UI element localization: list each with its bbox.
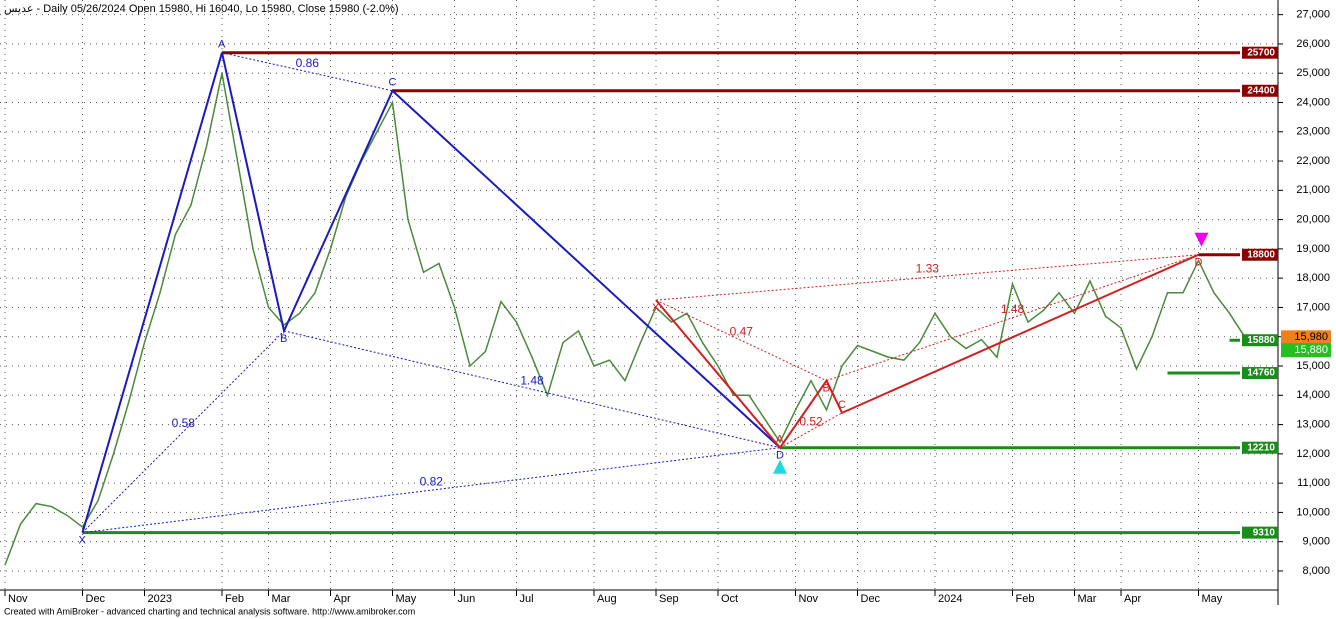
pattern-point-label: C — [838, 399, 846, 411]
level-label: 25700 — [1247, 47, 1275, 58]
x-tick-label: Mar — [1078, 593, 1097, 605]
ratio-line — [655, 299, 827, 382]
x-tick-label: Aug — [597, 593, 617, 605]
y-tick-label: 21,000 — [1296, 184, 1330, 196]
y-tick-label: 27,000 — [1296, 9, 1330, 21]
level-tag — [1242, 248, 1278, 261]
pattern-line — [81, 52, 781, 533]
x-tick-label: Oct — [721, 593, 738, 605]
x-tick-label: Apr — [334, 593, 351, 605]
level-tag — [1242, 84, 1278, 97]
ratio-label: 1.33 — [916, 262, 940, 276]
ratio-line — [826, 254, 1199, 382]
x-tick-label: Feb — [225, 593, 244, 605]
level-label: 15880 — [1247, 335, 1275, 346]
ratio-label: 0.52 — [799, 414, 823, 428]
ratio-line — [221, 52, 393, 92]
x-tick-label: May — [396, 593, 417, 605]
ratio-line — [655, 254, 1199, 301]
ratio-label: 0.58 — [172, 416, 196, 430]
price-tag-label: 15,880 — [1294, 344, 1328, 356]
pattern-point-label: C — [389, 77, 397, 89]
ratio-line — [283, 330, 781, 449]
y-tick-label: 23,000 — [1296, 126, 1330, 138]
x-tick-label: Jun — [458, 593, 476, 605]
level-label: 24400 — [1247, 85, 1275, 96]
y-tick-label: 25,000 — [1296, 67, 1330, 79]
price-tag — [1281, 330, 1331, 345]
x-tick-label: 2023 — [148, 593, 172, 605]
y-tick-label: 18,000 — [1296, 272, 1330, 284]
pattern-point-label: B — [280, 333, 287, 345]
y-tick-label: 22,000 — [1296, 155, 1330, 167]
y-tick-label: 13,000 — [1296, 418, 1330, 430]
level-label: 14760 — [1247, 368, 1275, 379]
x-tick-label: Apr — [1124, 593, 1141, 605]
x-tick-label: Sep — [659, 593, 679, 605]
ratio-line — [82, 447, 781, 534]
footer: Created with AmiBroker - advanced charti… — [4, 606, 415, 616]
ratio-label: 0.82 — [420, 474, 444, 488]
y-tick-label: 12,000 — [1296, 448, 1330, 460]
y-tick-label: 15,000 — [1296, 360, 1330, 372]
level-tag — [1242, 526, 1278, 539]
level-tag — [1242, 441, 1278, 454]
x-tick-label: 2024 — [938, 593, 962, 605]
y-tick-label: 9,000 — [1302, 536, 1330, 548]
y-tick-label: 10,000 — [1296, 506, 1330, 518]
price-line — [4, 73, 1246, 566]
sell-signal — [1194, 232, 1209, 247]
x-tick-label: Nov — [8, 593, 28, 605]
chart-title: عديس - Daily 05/26/2024 Open 15980, Hi 1… — [4, 3, 399, 15]
level-label: 9310 — [1253, 527, 1276, 538]
y-tick-label: 19,000 — [1296, 243, 1330, 255]
y-tick-label: 26,000 — [1296, 38, 1330, 50]
x-tick-label: Mar — [272, 593, 291, 605]
price-tag — [1281, 343, 1331, 358]
x-tick-label: Dec — [86, 593, 106, 605]
pattern-point-label: B — [823, 383, 830, 395]
pattern-point-label: A — [218, 39, 226, 51]
y-tick-label: 8,000 — [1302, 565, 1330, 577]
x-tick-label: Feb — [1016, 593, 1035, 605]
y-tick-label: 11,000 — [1297, 477, 1330, 489]
pattern-point-label: D — [1195, 257, 1203, 269]
pattern-point-label: D — [776, 450, 784, 462]
x-tick-label: Nov — [799, 593, 819, 605]
pattern-point-label: X — [652, 302, 660, 314]
x-tick-label: May — [1202, 593, 1223, 605]
y-tick-label: 14,000 — [1296, 389, 1330, 401]
y-tick-label: 24,000 — [1296, 96, 1330, 108]
ratio-label: 1.48 — [520, 373, 544, 387]
ratio-label: 0.47 — [730, 325, 754, 339]
buy-signal — [773, 459, 787, 474]
level-label: 12210 — [1247, 442, 1275, 453]
ratio-line — [82, 330, 285, 533]
pattern-point-label: A — [776, 434, 784, 446]
y-tick-label: 17,000 — [1296, 301, 1330, 313]
level-tag — [1242, 367, 1278, 380]
level-tag — [1242, 46, 1278, 59]
level-label: 18800 — [1247, 249, 1275, 260]
x-tick-label: Dec — [861, 593, 881, 605]
y-tick-label: 20,000 — [1296, 214, 1330, 226]
ratio-label: 0.86 — [296, 56, 320, 70]
ratio-label: 1.48 — [1001, 302, 1025, 316]
pattern-point-label: X — [79, 535, 87, 547]
level-tag — [1242, 334, 1278, 347]
x-tick-label: Jul — [520, 593, 534, 605]
price-tag-label: 15,980 — [1294, 331, 1328, 343]
